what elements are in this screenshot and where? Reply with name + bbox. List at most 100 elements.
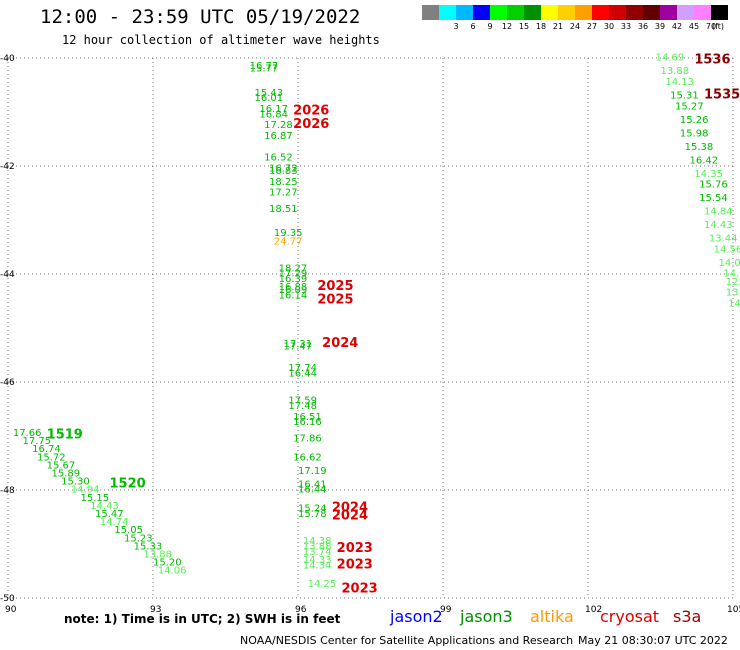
wave-height-label: 14.34 xyxy=(303,560,332,571)
mission-s3a: s3a xyxy=(673,607,702,626)
wave-height-label: 14.94 xyxy=(71,485,100,496)
wave-height-label: 14.06 xyxy=(158,566,187,577)
footer-credit: NOAA/NESDIS Center for Satellite Applica… xyxy=(240,634,574,647)
wave-height-label: 15.27 xyxy=(675,101,704,112)
wave-height-label: 15.43 xyxy=(255,88,284,99)
y-tick-label: -44 xyxy=(0,270,15,280)
mission-altika: altika xyxy=(530,607,574,626)
x-tick-label: 90 xyxy=(5,605,17,615)
y-tick-label: -42 xyxy=(0,162,15,172)
time-label: 2024 xyxy=(332,509,368,524)
color-swatch-label: 27 xyxy=(586,22,598,31)
wave-height-label: 17.29 xyxy=(279,269,308,280)
wave-height-label: 13 xyxy=(726,288,739,299)
color-swatch-label: 12 xyxy=(501,22,513,31)
wave-height-label: 17.48 xyxy=(288,401,317,412)
wave-height-label: 14.56 xyxy=(714,244,740,255)
time-label: 2024 xyxy=(332,501,368,516)
wave-height-label: 15.38 xyxy=(685,142,714,153)
wave-height-label: 16.16 xyxy=(293,417,322,428)
color-swatch-label: 9 xyxy=(487,22,493,31)
mission-jason2: jason2 xyxy=(390,607,443,626)
time-label: 2024 xyxy=(322,336,358,351)
wave-height-label: 14.33 xyxy=(303,555,332,566)
color-swatch xyxy=(558,5,575,20)
x-tick-label: 93 xyxy=(150,605,161,615)
wave-height-label: 14.43 xyxy=(90,501,119,512)
wave-height-label: 16.77 xyxy=(250,61,279,72)
color-swatch xyxy=(660,5,677,20)
color-swatch xyxy=(609,5,626,20)
footer-timestamp: May 21 08:30:07 UTC 2022 xyxy=(578,634,728,647)
wave-height-label: 15.31 xyxy=(670,91,699,102)
time-label: 2025 xyxy=(317,293,353,308)
wave-height-label: 13.88 xyxy=(661,66,690,77)
color-swatch-label: 24 xyxy=(569,22,581,31)
color-scale-unit: (ft) xyxy=(711,22,725,31)
wave-height-label: 16.44 xyxy=(298,485,327,496)
wave-height-label: 16.44 xyxy=(288,369,317,380)
wave-height-label: 14.3 xyxy=(723,269,740,280)
wave-height-label: 15.20 xyxy=(153,558,182,569)
color-swatch-label: 21 xyxy=(552,22,564,31)
time-label: 2023 xyxy=(337,541,373,556)
wave-height-label: 16.42 xyxy=(690,155,719,166)
wave-height-label: 13.74 xyxy=(303,547,332,558)
color-swatch-label: 39 xyxy=(654,22,666,31)
color-swatch xyxy=(507,5,524,20)
wave-height-label: 14.43 xyxy=(704,220,733,231)
wave-height-label: 13.44 xyxy=(709,234,738,245)
time-label: 1520 xyxy=(110,476,146,491)
footer-note: note: 1) Time is in UTC; 2) SWH is in fe… xyxy=(64,612,341,626)
y-tick-label: -40 xyxy=(0,54,15,64)
wave-height-label: 16.39 xyxy=(279,274,308,285)
wave-height-label: 14.69 xyxy=(656,53,685,64)
wave-height-label: 15.24 xyxy=(298,504,327,515)
x-tick-label: 102 xyxy=(585,605,602,615)
color-swatch xyxy=(643,5,660,20)
color-swatch xyxy=(422,5,439,20)
x-tick-label: 96 xyxy=(295,605,307,615)
wave-height-label: 16.52 xyxy=(264,153,293,164)
wave-height-label: 15.23 xyxy=(124,533,153,544)
wave-height-label: 15.78 xyxy=(298,509,327,520)
wave-height-label: 17.27 xyxy=(269,188,298,199)
wave-height-label: 12. xyxy=(726,277,740,288)
y-tick-label: -46 xyxy=(0,378,15,388)
color-swatch-label: 6 xyxy=(470,22,476,31)
wave-height-label: 15.30 xyxy=(61,477,90,488)
wave-height-label: 16.87 xyxy=(264,131,293,142)
wave-height-label: 16.83 xyxy=(269,166,298,177)
wave-height-label: 15.05 xyxy=(114,525,143,536)
color-swatch xyxy=(541,5,558,20)
time-label: 1519 xyxy=(47,428,83,443)
wave-height-label: 17.31 xyxy=(284,339,313,350)
time-label: 1536 xyxy=(694,52,730,67)
color-swatch-label: 18 xyxy=(535,22,547,31)
wave-height-label: 14.03 xyxy=(719,258,740,269)
wave-height-label: 19.35 xyxy=(274,228,303,239)
mission-jason3: jason3 xyxy=(460,607,513,626)
wave-height-label: 14.84 xyxy=(704,207,733,218)
wave-height-label: 24.77 xyxy=(274,236,303,247)
time-label: 2026 xyxy=(293,104,329,119)
wave-height-label: 16.01 xyxy=(255,93,284,104)
wave-height-label: 18.51 xyxy=(269,204,298,215)
wave-height-label: 15.54 xyxy=(699,193,728,204)
wave-height-label: 14.25 xyxy=(308,579,337,590)
color-swatch-label: 42 xyxy=(671,22,683,31)
wave-height-label: 15.72 xyxy=(37,452,66,463)
wave-height-label: 17.74 xyxy=(288,363,317,374)
y-tick-label: -50 xyxy=(0,594,15,604)
color-swatch xyxy=(711,5,728,20)
wave-height-label: 14.74 xyxy=(100,517,129,528)
color-swatch xyxy=(439,5,456,20)
color-swatch xyxy=(473,5,490,20)
wave-height-label: 16.88 xyxy=(279,282,308,293)
wave-height-label: 18.25 xyxy=(269,177,298,188)
wave-height-label: 15.26 xyxy=(680,115,709,126)
mission-cryosat: cryosat xyxy=(600,607,660,626)
wave-height-label: 17.75 xyxy=(23,436,52,447)
wave-height-label: 15.98 xyxy=(680,128,709,139)
wave-height-label: 17.86 xyxy=(293,433,322,444)
